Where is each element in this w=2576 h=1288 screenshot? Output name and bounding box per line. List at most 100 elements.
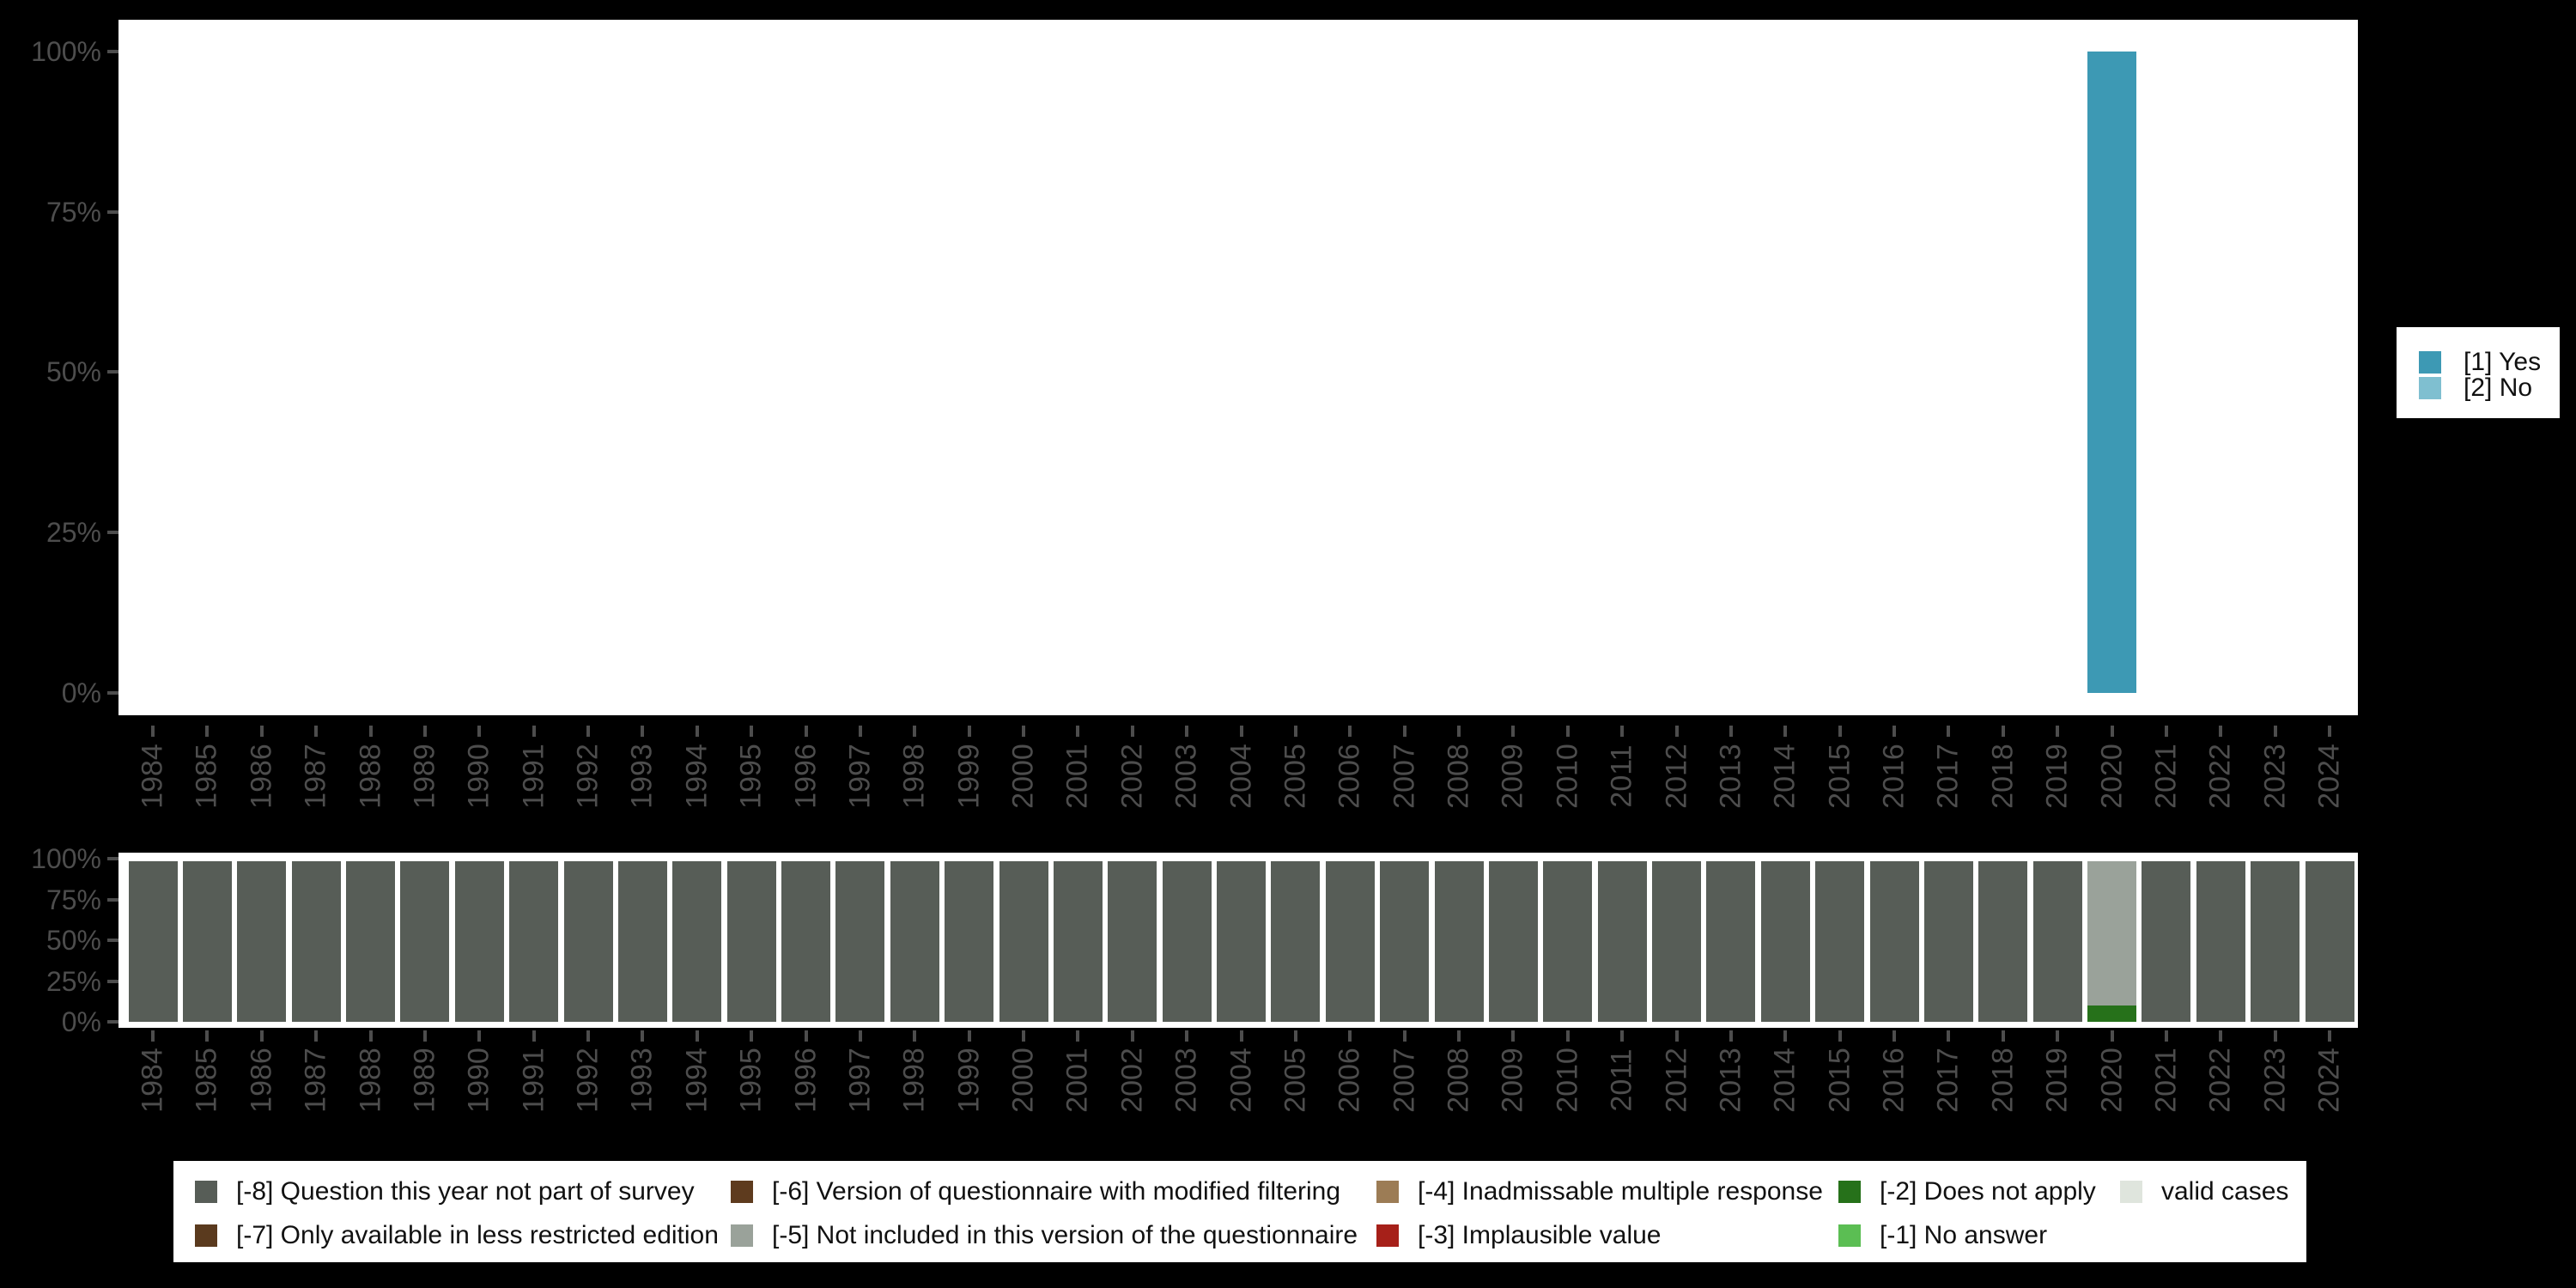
legend-item: [-6] Version of questionnaire with modif… [731, 1177, 1340, 1206]
legend-label: [-8] Question this year not part of surv… [236, 1177, 695, 1206]
bar-segment[interactable] [1923, 861, 1973, 1022]
bar-segment[interactable] [128, 861, 178, 1022]
x-axis-tick [1185, 726, 1189, 737]
legend-item: [-7] Only available in less restricted e… [195, 1221, 719, 1249]
bar-segment[interactable] [890, 861, 939, 1022]
x-axis-label: 2016 [1877, 1048, 1911, 1113]
x-axis-label: 1996 [789, 1048, 822, 1113]
x-axis-tick [477, 726, 482, 737]
x-axis-label: 1995 [734, 744, 768, 809]
y-axis-label: 75% [46, 884, 101, 915]
bar-segment[interactable] [2032, 861, 2082, 1022]
bar-segment[interactable] [1652, 861, 1701, 1022]
x-axis-label: 2013 [1714, 1048, 1747, 1113]
x-axis-label: 2010 [1551, 744, 1584, 809]
x-axis-label: 1993 [625, 744, 659, 809]
bar-segment[interactable] [1217, 861, 1266, 1022]
x-axis-label: 2023 [2258, 1048, 2292, 1113]
bar-segment[interactable] [2196, 861, 2245, 1022]
x-axis-tick [1239, 726, 1243, 737]
bar-segment[interactable] [2305, 861, 2354, 1022]
bar-segment[interactable] [2087, 52, 2136, 693]
x-axis-label: 1994 [680, 1048, 714, 1113]
legend-swatch [731, 1224, 753, 1247]
x-axis-tick [1565, 1030, 1570, 1042]
x-axis-tick [532, 726, 536, 737]
bar-segment[interactable] [2087, 1005, 2136, 1022]
x-axis-tick [151, 726, 155, 737]
bar-segment[interactable] [1162, 861, 1212, 1022]
bar-segment[interactable] [1108, 861, 1157, 1022]
x-axis-label: 2009 [1496, 744, 1529, 809]
bar-segment[interactable] [1380, 861, 1430, 1022]
x-axis-tick [804, 1030, 808, 1042]
legend-label: [-6] Version of questionnaire with modif… [772, 1177, 1341, 1206]
x-axis-label: 2004 [1224, 744, 1257, 809]
bar-segment[interactable] [1488, 861, 1538, 1022]
bar-segment[interactable] [726, 861, 776, 1022]
bar-segment[interactable] [400, 861, 450, 1022]
bar-segment[interactable] [2087, 861, 2136, 1006]
x-axis-label: 2005 [1279, 1048, 1312, 1113]
bar-segment[interactable] [182, 861, 232, 1022]
x-axis-label: 2006 [1333, 744, 1366, 809]
bar-segment[interactable] [1706, 861, 1756, 1022]
availability-chart-plot [118, 20, 2358, 715]
legend-swatch [1838, 1181, 1861, 1203]
bar-segment[interactable] [454, 861, 504, 1022]
bar-segment[interactable] [1434, 861, 1484, 1022]
bar-segment[interactable] [509, 861, 559, 1022]
bar-segment[interactable] [2142, 861, 2191, 1022]
x-axis-tick [1022, 726, 1025, 737]
x-axis-tick [2110, 726, 2114, 737]
bar-segment[interactable] [1978, 861, 2028, 1022]
x-axis-tick [750, 1030, 754, 1042]
x-axis-tick [1565, 726, 1570, 737]
bar-segment[interactable] [1597, 861, 1647, 1022]
bar-segment[interactable] [1815, 861, 1865, 1022]
y-axis-label: 75% [46, 197, 101, 228]
bar-segment[interactable] [945, 861, 994, 1022]
bar-segment[interactable] [237, 861, 287, 1022]
bar-segment[interactable] [781, 861, 830, 1022]
x-axis-tick [641, 726, 645, 737]
bar-segment[interactable] [1869, 861, 1919, 1022]
bar-segment[interactable] [346, 861, 395, 1022]
bar-segment[interactable] [1543, 861, 1593, 1022]
bar-segment[interactable] [291, 861, 341, 1022]
x-axis-tick [1402, 1030, 1406, 1042]
bar-segment[interactable] [999, 861, 1048, 1022]
bar-segment[interactable] [672, 861, 722, 1022]
x-axis-tick [1457, 726, 1461, 737]
x-axis-tick [1511, 1030, 1516, 1042]
x-axis-label: 1998 [897, 1048, 931, 1113]
x-axis-tick [2001, 1030, 2005, 1042]
x-axis-tick [1293, 726, 1297, 737]
bar-segment[interactable] [1271, 861, 1321, 1022]
bar-segment[interactable] [1760, 861, 1810, 1022]
x-axis-label: 2020 [2095, 1048, 2128, 1113]
legend-item: [-8] Question this year not part of surv… [195, 1177, 695, 1206]
x-axis-label: 2012 [1660, 744, 1692, 809]
bar-segment[interactable] [1325, 861, 1375, 1022]
bar-segment[interactable] [563, 861, 613, 1022]
x-axis-tick [913, 726, 917, 737]
legend-item: [-5] Not included in this version of the… [731, 1221, 1358, 1249]
bar-segment[interactable] [835, 861, 885, 1022]
x-axis-label: 2007 [1388, 744, 1421, 809]
x-axis-label: 1986 [245, 744, 278, 809]
x-axis-tick [1457, 1030, 1461, 1042]
bar-segment[interactable] [2251, 861, 2300, 1022]
x-axis-label: 1985 [190, 744, 223, 809]
x-axis-tick [1620, 1030, 1625, 1042]
x-axis-tick [2219, 726, 2223, 737]
y-axis-label: 0% [61, 677, 101, 708]
x-axis-tick [2328, 1030, 2331, 1042]
x-axis-tick [913, 1030, 917, 1042]
y-axis-label: 50% [46, 925, 101, 956]
x-axis-label: 1988 [354, 744, 386, 809]
bar-segment[interactable] [1053, 861, 1103, 1022]
x-axis-label: 1987 [299, 1048, 332, 1113]
x-axis-label: 2011 [1605, 1048, 1638, 1112]
bar-segment[interactable] [617, 861, 667, 1022]
